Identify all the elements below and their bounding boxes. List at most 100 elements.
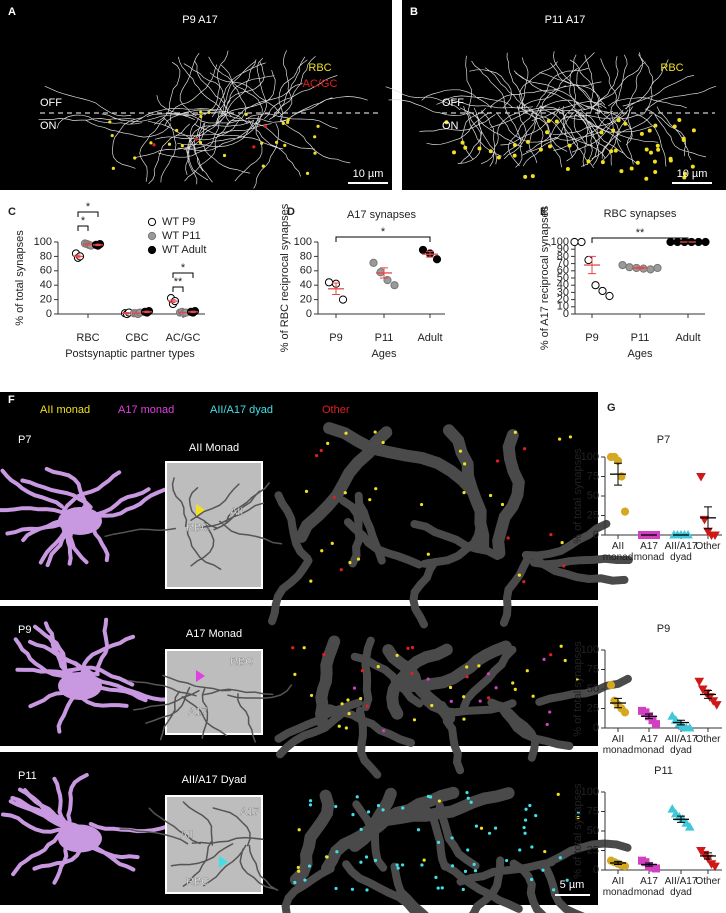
x-tick-label-box: A17 monad: [634, 734, 665, 756]
neuron-trace: [289, 789, 335, 886]
synapse-dot: [308, 799, 313, 803]
data-point: [605, 291, 614, 301]
legend-label: AC/GC: [303, 78, 338, 90]
synapse-dot: [152, 143, 156, 147]
synapse-dot: [653, 123, 658, 128]
panel-title: P11 A17: [545, 14, 586, 26]
synapse-dot: [406, 646, 410, 650]
error-bar: [677, 719, 685, 726]
data-point: [418, 245, 428, 255]
synapse-dot: [525, 669, 529, 673]
cell-body: [58, 672, 102, 700]
panel-title: P9 A17: [182, 14, 217, 26]
legend-label: WT P9: [162, 216, 195, 228]
error-bar: [426, 250, 434, 258]
synapse-dot: [513, 430, 517, 434]
error-bar: [614, 860, 622, 866]
synapse-dot: [373, 858, 378, 862]
synapse-dot: [616, 118, 621, 123]
synapse-dot: [286, 118, 290, 122]
significance-label: *: [181, 262, 186, 274]
synapse-dot: [368, 498, 372, 502]
data-point: [620, 708, 630, 717]
synapse-dot: [326, 441, 330, 445]
synapse-dot: [488, 493, 493, 498]
error-bar: [180, 311, 186, 314]
data-point: [147, 245, 157, 255]
data-point: [696, 473, 706, 482]
synapse-dot: [395, 653, 399, 658]
legend-label: RBC: [308, 62, 331, 74]
row-title: AII Monad: [189, 442, 239, 454]
synapse-dot: [420, 863, 424, 867]
y-tick-label: 50: [587, 490, 599, 502]
synapse-dot: [307, 864, 312, 868]
y-tick-label: 60: [40, 265, 52, 277]
x-tick-label: AII monad: [602, 876, 634, 898]
x-tick-label: Adult: [675, 332, 700, 344]
synapse-dot: [524, 818, 528, 822]
data-point: [390, 281, 399, 290]
y-tick-label: 60: [557, 265, 569, 277]
y-tick-label: 40: [557, 279, 569, 291]
y-tick-label: 50: [587, 683, 599, 695]
data-point: [684, 722, 695, 732]
synapse-dot: [668, 156, 673, 161]
error-bar: [645, 713, 653, 720]
error-bar: [124, 312, 130, 315]
synapse-dot: [486, 696, 491, 700]
neuron-trace: [268, 491, 633, 629]
synapse-dot: [355, 795, 359, 799]
error-bar: [75, 254, 81, 259]
synapse-dot: [337, 724, 341, 728]
synapse-dot: [356, 557, 361, 561]
y-axis-label: % of total synapses: [572, 641, 584, 737]
synapse-dot: [175, 128, 179, 133]
synapse-dot: [559, 644, 563, 648]
synapse-dot: [486, 672, 491, 676]
y-tick-label: 80: [300, 250, 312, 262]
synapse-dot: [477, 146, 482, 151]
synapse-dot: [542, 657, 546, 661]
synapse-dot: [149, 141, 153, 145]
panel-a-image: [0, 0, 392, 190]
y-axis-label: % of RBC reciprocal synapses: [279, 203, 291, 352]
synapse-dot: [466, 848, 470, 852]
y-tick-label: 20: [557, 294, 569, 306]
panel-b-image: [402, 0, 726, 190]
synapse-dot: [382, 729, 386, 733]
synapse-dot: [412, 718, 417, 722]
decorations: [0, 50, 716, 913]
synapse-dot: [400, 863, 405, 867]
chart-title: P9: [657, 623, 670, 635]
arrowhead: [196, 670, 205, 682]
synapse-dot: [462, 695, 466, 699]
synapse-dot: [487, 831, 492, 835]
y-tick-label: 75: [587, 663, 599, 675]
synapse-dot: [381, 808, 385, 812]
synapse-dot: [506, 536, 510, 540]
synapse-dot: [463, 869, 468, 873]
y-tick-label: 100: [581, 786, 599, 798]
significance-label: **: [174, 276, 183, 288]
y-tick-label: 25: [587, 844, 599, 856]
x-tick-label: AII/A17 dyad: [664, 734, 698, 756]
panel-f-row: [0, 606, 598, 746]
synapse-dot: [613, 148, 618, 153]
synapse-dot: [677, 118, 682, 123]
synapse-dot: [437, 799, 441, 803]
synapse-dot: [465, 790, 469, 795]
synapse-dot: [444, 120, 449, 125]
data-point: [369, 258, 378, 267]
synapse-dot: [308, 803, 313, 807]
synapse-dot: [309, 693, 314, 698]
synapse-dot: [313, 151, 317, 155]
synapse-dot: [291, 646, 295, 650]
error-bar: [190, 310, 196, 314]
em-label: RBC: [186, 876, 209, 888]
data-point: [694, 677, 705, 687]
synapse-dot: [557, 437, 562, 441]
x-tick-label-box: Other: [695, 734, 720, 745]
panel-letter: E: [540, 206, 547, 218]
synapse-dot: [575, 677, 580, 681]
